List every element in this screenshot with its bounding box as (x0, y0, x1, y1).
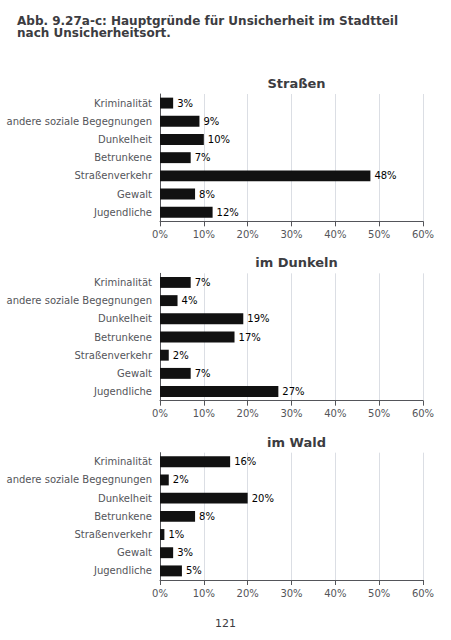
svg-text:20%: 20% (252, 493, 274, 504)
svg-text:30%: 30% (280, 229, 302, 240)
svg-text:Gewalt: Gewalt (117, 547, 152, 558)
svg-text:27%: 27% (282, 386, 304, 397)
svg-text:50%: 50% (368, 229, 390, 240)
svg-text:Straßen: Straßen (267, 76, 325, 91)
svg-text:60%: 60% (412, 588, 434, 599)
svg-text:1%: 1% (168, 529, 184, 540)
svg-text:7%: 7% (195, 277, 211, 288)
svg-text:2%: 2% (173, 474, 189, 485)
svg-text:Dunkelheit: Dunkelheit (98, 313, 152, 324)
svg-text:4%: 4% (182, 295, 198, 306)
svg-text:50%: 50% (368, 408, 390, 419)
svg-text:3%: 3% (177, 547, 193, 558)
svg-text:Dunkelheit: Dunkelheit (98, 134, 152, 145)
svg-text:40%: 40% (324, 588, 346, 599)
svg-text:Kriminalität: Kriminalität (94, 98, 152, 109)
svg-text:Jugendliche: Jugendliche (93, 565, 152, 576)
svg-text:im Wald: im Wald (267, 435, 326, 450)
svg-text:8%: 8% (199, 189, 215, 200)
svg-text:Straßenverkehr: Straßenverkehr (74, 529, 152, 540)
svg-text:0%: 0% (152, 408, 168, 419)
svg-text:Betrunkene: Betrunkene (94, 511, 152, 522)
svg-text:16%: 16% (234, 456, 256, 467)
svg-text:60%: 60% (412, 408, 434, 419)
svg-text:Betrunkene: Betrunkene (94, 332, 152, 343)
svg-text:50%: 50% (368, 588, 390, 599)
svg-text:121: 121 (215, 617, 236, 630)
svg-text:Gewalt: Gewalt (117, 368, 152, 379)
svg-text:Kriminalität: Kriminalität (94, 277, 152, 288)
svg-text:7%: 7% (195, 152, 211, 163)
svg-text:10%: 10% (193, 229, 215, 240)
svg-text:12%: 12% (217, 207, 239, 218)
svg-text:20%: 20% (237, 588, 259, 599)
svg-text:nach Unsicherheitsort.: nach Unsicherheitsort. (17, 26, 171, 40)
svg-text:im Dunkeln: im Dunkeln (255, 255, 338, 270)
svg-text:Betrunkene: Betrunkene (94, 152, 152, 163)
svg-text:10%: 10% (193, 408, 215, 419)
svg-text:48%: 48% (374, 170, 396, 181)
svg-text:10%: 10% (193, 588, 215, 599)
svg-text:andere soziale Begegnungen: andere soziale Begegnungen (7, 295, 153, 306)
svg-text:2%: 2% (173, 350, 189, 361)
svg-text:30%: 30% (280, 588, 302, 599)
svg-text:40%: 40% (324, 229, 346, 240)
svg-text:Straßenverkehr: Straßenverkehr (74, 170, 152, 181)
svg-text:5%: 5% (186, 565, 202, 576)
svg-text:60%: 60% (412, 229, 434, 240)
svg-text:7%: 7% (195, 368, 211, 379)
svg-text:30%: 30% (280, 408, 302, 419)
svg-text:Dunkelheit: Dunkelheit (98, 493, 152, 504)
svg-text:10%: 10% (208, 134, 230, 145)
svg-text:0%: 0% (152, 229, 168, 240)
svg-text:20%: 20% (237, 408, 259, 419)
svg-text:17%: 17% (239, 332, 261, 343)
svg-text:9%: 9% (203, 116, 219, 127)
svg-text:Straßenverkehr: Straßenverkehr (74, 350, 152, 361)
svg-text:Jugendliche: Jugendliche (93, 207, 152, 218)
svg-text:0%: 0% (152, 588, 168, 599)
svg-text:20%: 20% (237, 229, 259, 240)
svg-text:19%: 19% (247, 313, 269, 324)
svg-text:8%: 8% (199, 511, 215, 522)
svg-text:40%: 40% (324, 408, 346, 419)
svg-text:Jugendliche: Jugendliche (93, 386, 152, 397)
svg-text:Abb. 9.27a-c: Hauptgründe für: Abb. 9.27a-c: Hauptgründe für Unsicherhe… (17, 14, 403, 28)
svg-text:andere soziale Begegnungen: andere soziale Begegnungen (7, 474, 153, 485)
svg-text:Kriminalität: Kriminalität (94, 456, 152, 467)
svg-text:andere soziale Begegnungen: andere soziale Begegnungen (7, 116, 153, 127)
svg-text:3%: 3% (177, 98, 193, 109)
svg-text:Gewalt: Gewalt (117, 189, 152, 200)
